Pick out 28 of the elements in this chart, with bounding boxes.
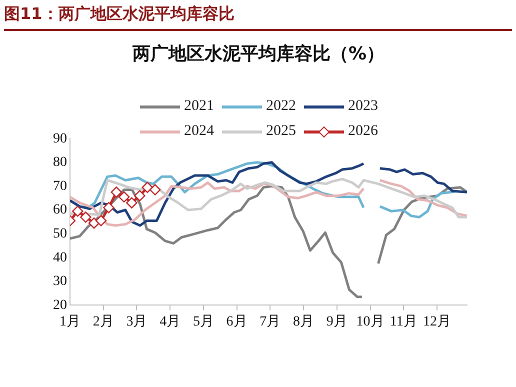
x-tick-label: 7月: [260, 314, 281, 330]
legend-label: 2021: [184, 98, 214, 115]
y-tick-label: 30: [53, 274, 67, 290]
x-tick-label: 10月: [356, 314, 384, 330]
legend-label: 2023: [348, 98, 378, 115]
legend-label: 2024: [184, 123, 214, 140]
legend-label: 2025: [266, 123, 296, 140]
chart-title: 两广地区水泥平均库容比（%）: [131, 43, 385, 64]
x-tick-label: 8月: [293, 314, 314, 330]
x-tick-label: 3月: [126, 314, 148, 330]
legend-label: 2026: [348, 123, 378, 140]
x-tick-label: 11月: [390, 314, 418, 330]
y-tick-label: 20: [53, 298, 67, 313]
y-tick-label: 60: [53, 202, 67, 218]
y-tick-label: 50: [53, 226, 67, 242]
x-tick-label: 4月: [160, 314, 181, 330]
y-tick-label: 80: [53, 155, 67, 170]
x-tick-label: 9月: [326, 314, 348, 330]
caption: 图11：两广地区水泥平均库容比: [4, 4, 512, 31]
x-tick-label: 5月: [192, 314, 214, 330]
legend-label: 2022: [266, 98, 296, 115]
y-tick-label: 70: [53, 178, 67, 194]
x-tick-label: 2月: [92, 314, 114, 330]
y-tick-label: 90: [53, 131, 67, 146]
y-tick-label: 40: [53, 250, 67, 266]
x-tick-label: 12月: [422, 314, 451, 330]
x-tick-label: 1月: [60, 314, 80, 330]
x-tick-label: 6月: [226, 314, 248, 330]
